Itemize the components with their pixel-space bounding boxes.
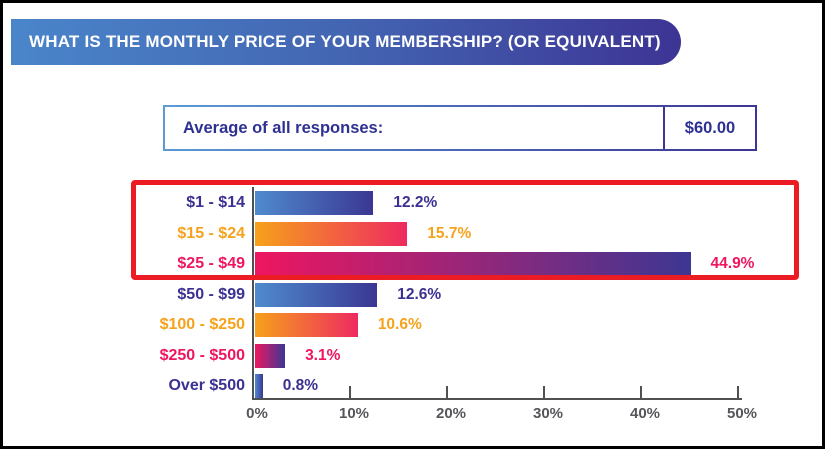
bar bbox=[255, 221, 408, 246]
axis-tick-label: 30% bbox=[532, 405, 564, 422]
bar-row: $50 - $99 12.6% bbox=[3, 282, 822, 307]
axis-tick-label: 50% bbox=[726, 405, 758, 422]
value-label: 3.1% bbox=[305, 346, 341, 364]
axis-tick bbox=[737, 386, 739, 398]
value-label: 0.8% bbox=[282, 377, 319, 394]
bar bbox=[255, 343, 286, 368]
category-label: $1 - $14 bbox=[186, 194, 245, 211]
y-axis-line bbox=[252, 187, 254, 400]
category-label: $50 - $99 bbox=[177, 285, 245, 303]
axis-tick bbox=[349, 386, 351, 398]
value-label: 10.6% bbox=[377, 316, 422, 333]
category-label: $100 - $250 bbox=[159, 316, 245, 333]
axis-tick bbox=[543, 386, 545, 398]
bar-row: $25 - $49 44.9% bbox=[3, 252, 822, 276]
category-label: $15 - $24 bbox=[177, 224, 245, 242]
category-label: $25 - $49 bbox=[177, 255, 245, 272]
category-label: $250 - $500 bbox=[159, 346, 245, 364]
bar-row: $100 - $250 10.6% bbox=[3, 313, 822, 337]
bar-row: $250 - $500 3.1% bbox=[3, 343, 822, 368]
bar bbox=[255, 374, 263, 398]
axis-tick-label: 40% bbox=[629, 405, 661, 422]
page-title: WHAT IS THE MONTHLY PRICE OF YOUR MEMBER… bbox=[29, 32, 661, 51]
bar-row: $15 - $24 15.7% bbox=[3, 221, 822, 246]
average-label: Average of all responses: bbox=[183, 118, 384, 137]
header-banner: WHAT IS THE MONTHLY PRICE OF YOUR MEMBER… bbox=[11, 19, 681, 65]
value-label: 44.9% bbox=[710, 255, 755, 272]
bar-row: $1 - $14 12.2% bbox=[3, 191, 822, 215]
axis-tick bbox=[640, 386, 642, 398]
bar-row: Over $500 0.8% bbox=[3, 374, 822, 398]
value-label: 12.6% bbox=[397, 285, 442, 303]
value-label: 15.7% bbox=[427, 224, 472, 242]
bar bbox=[255, 282, 378, 307]
bar bbox=[255, 191, 374, 215]
axis-tick bbox=[446, 386, 448, 398]
average-value: $60.00 bbox=[663, 107, 755, 149]
category-label: Over $500 bbox=[168, 377, 245, 394]
axis-tick-label: 0% bbox=[246, 405, 268, 422]
axis-tick-label: 10% bbox=[338, 405, 370, 422]
value-label: 12.2% bbox=[393, 194, 438, 211]
x-axis-line bbox=[252, 398, 742, 400]
bar bbox=[255, 313, 358, 337]
average-responses-box: Average of all responses: $60.00 bbox=[163, 105, 757, 151]
bar bbox=[255, 252, 691, 276]
axis-tick-label: 20% bbox=[435, 405, 467, 422]
